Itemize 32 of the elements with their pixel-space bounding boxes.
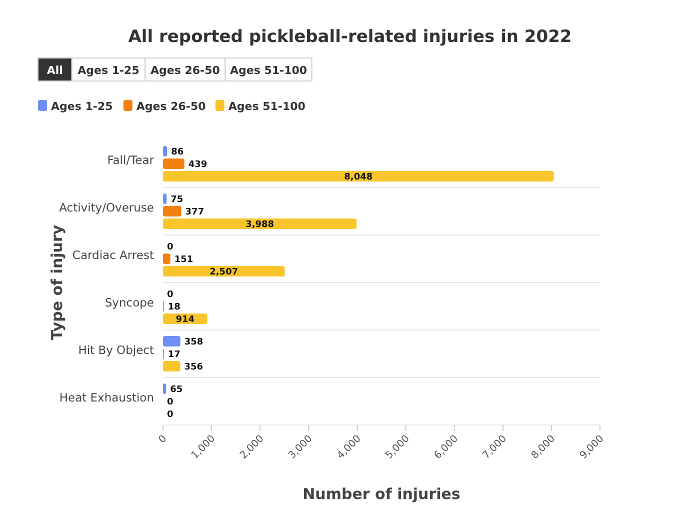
data-label: 65 (170, 384, 183, 395)
data-label: 17 (168, 350, 180, 360)
legend-label: Ages 1-25 (51, 100, 113, 113)
data-label: 0 (167, 242, 174, 252)
x-tick-label: 0 (156, 433, 170, 446)
data-label: 18 (168, 302, 180, 312)
data-label: 358 (184, 337, 204, 348)
data-label: 151 (174, 254, 194, 265)
data-label: 0 (167, 410, 174, 420)
data-label: 439 (188, 160, 208, 170)
y-axis-title: Type of injury (48, 224, 66, 340)
data-label: 356 (184, 362, 204, 372)
data-label: 914 (176, 314, 195, 325)
y-tick-label: Fall/Tear (107, 152, 154, 167)
legend-label: Ages 26-50 (136, 100, 206, 113)
data-label: 75 (170, 194, 184, 205)
y-tick-label: Cardiac Arrest (72, 248, 154, 262)
data-label: 86 (171, 147, 184, 158)
legend-label: Ages 51-100 (228, 100, 306, 113)
data-label: 377 (185, 207, 204, 218)
data-label: 0 (167, 397, 174, 408)
filter-buttons: All Ages 1-25 Ages 26-50 Ages 51-100 (38, 58, 312, 82)
y-tick-label: Heat Exhaustion (59, 390, 154, 404)
data-label: 2,507 (210, 267, 238, 278)
data-label: 8,048 (344, 172, 373, 182)
data-label: 0 (167, 290, 174, 300)
chart-title: All reported pickleball-related injuries in 2022 (128, 27, 572, 47)
data-label: 3,988 (246, 220, 274, 230)
y-tick-label: Syncope (104, 295, 154, 310)
y-tick-label: Hit By Object (78, 342, 154, 357)
y-tick-label: Activity/Overuse (59, 200, 154, 214)
x-axis-title: Number of injuries (302, 485, 460, 503)
